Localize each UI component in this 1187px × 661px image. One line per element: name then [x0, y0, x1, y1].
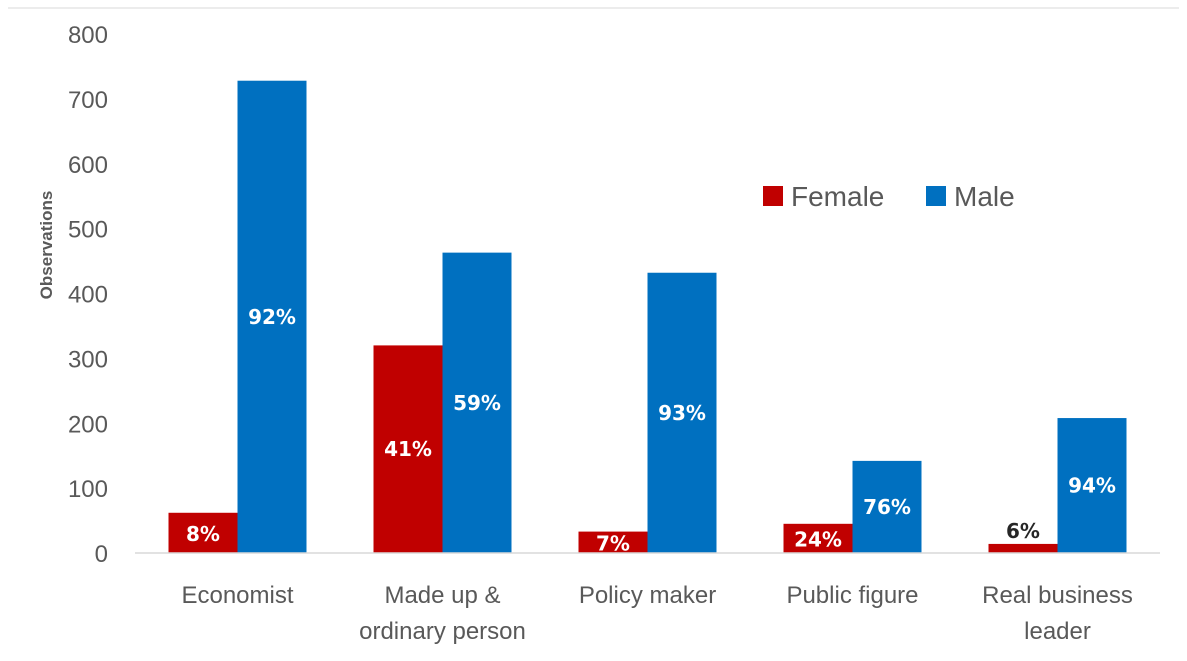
- y-axis-label: Observations: [37, 191, 56, 300]
- legend-label-female: Female: [791, 181, 884, 212]
- x-category-label: Economist: [181, 582, 293, 609]
- x-category-label: Real business leader: [982, 582, 1133, 645]
- bar-female: [783, 523, 853, 553]
- legend-swatch-female: [763, 186, 783, 206]
- bar-female: [578, 531, 648, 553]
- x-category-label: Policy maker: [579, 582, 716, 609]
- data-label-male: 93%: [658, 401, 706, 425]
- y-tick-label: 700: [68, 87, 108, 114]
- data-label-female: 6%: [1006, 519, 1040, 543]
- y-tick-label: 300: [68, 346, 108, 373]
- y-tick-label: 400: [68, 282, 108, 309]
- bar-male: [852, 460, 922, 553]
- bar-female: [168, 512, 238, 553]
- x-axis-labels: Economist Made up & ordinary person Policy …: [181, 582, 1132, 645]
- data-label-male: 92%: [248, 305, 296, 329]
- y-tick-label: 0: [95, 541, 108, 568]
- legend: Female Male: [763, 181, 1015, 212]
- bars: 8% 92% 41% 59% 7% 93% 24% 76% 6% 94%: [168, 80, 1127, 555]
- y-tick-label: 800: [68, 22, 108, 49]
- data-label-male: 94%: [1068, 474, 1116, 498]
- legend-swatch-male: [926, 186, 946, 206]
- data-label-female: 7%: [596, 531, 630, 555]
- bar-male: [1057, 418, 1127, 553]
- x-category-label: Public figure: [786, 582, 918, 609]
- data-label-female: 41%: [384, 437, 432, 461]
- legend-label-male: Male: [954, 181, 1015, 212]
- y-tick-label: 100: [68, 476, 108, 503]
- y-tick-label: 200: [68, 411, 108, 438]
- data-label-female: 24%: [794, 527, 842, 551]
- y-tick-label: 600: [68, 152, 108, 179]
- x-category-label: Made up & ordinary person: [359, 582, 526, 645]
- data-label-female: 8%: [186, 522, 220, 546]
- bar-female: [373, 345, 443, 553]
- bar-female: [988, 543, 1058, 553]
- bar-male: [237, 80, 307, 554]
- y-tick-label: 500: [68, 217, 108, 244]
- bar-male: [442, 252, 512, 553]
- data-label-male: 76%: [863, 495, 911, 519]
- bar-male: [647, 272, 717, 553]
- y-axis-ticks: 0 100 200 300 400 500 600 700 800: [68, 22, 108, 568]
- data-label-male: 59%: [453, 391, 501, 415]
